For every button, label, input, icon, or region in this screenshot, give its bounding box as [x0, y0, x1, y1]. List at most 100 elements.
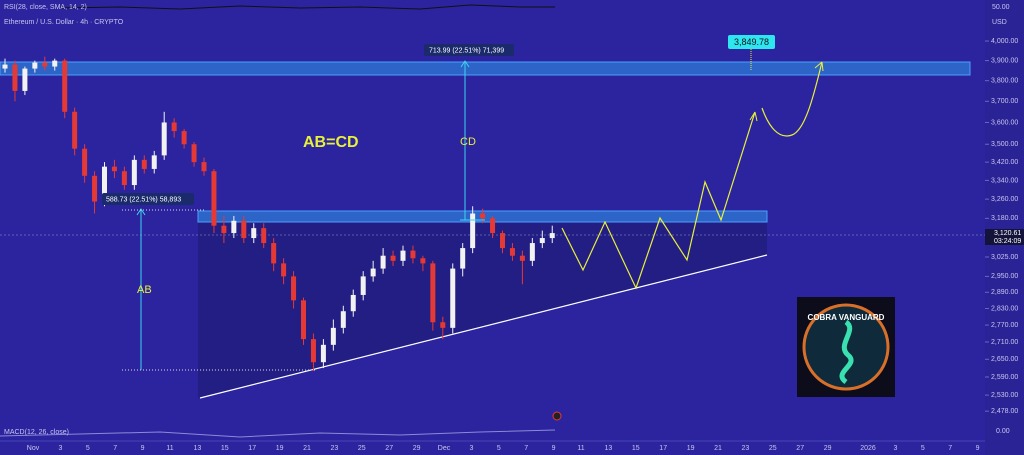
- candle-body: [400, 250, 406, 261]
- resistance-zone: [0, 61, 971, 76]
- y-tick-label: 4,000.00: [991, 38, 1018, 45]
- candle-body: [539, 238, 545, 244]
- x-tick-label: 25: [358, 445, 366, 452]
- x-tick-label: 29: [824, 445, 832, 452]
- x-tick-label: 15: [221, 445, 229, 452]
- candle-body: [470, 213, 476, 249]
- candle-body: [509, 248, 515, 256]
- candle-body: [480, 213, 486, 219]
- candle-body: [181, 131, 187, 145]
- arrow-head: [814, 61, 824, 72]
- candle-body: [519, 255, 525, 261]
- y-tick-label: 3,800.00: [991, 78, 1018, 85]
- candle-body: [320, 344, 326, 363]
- y-tick-label: 2,770.00: [991, 322, 1018, 329]
- last-price-box: [985, 229, 1024, 245]
- rsi-level: 50.00: [992, 4, 1010, 11]
- candle-body: [102, 166, 107, 202]
- y-tick-label: 3,340.00: [991, 177, 1018, 184]
- rsi-line: [59, 4, 555, 10]
- x-tick-label: 17: [248, 445, 256, 452]
- candle-body: [549, 233, 555, 239]
- candle-body: [410, 250, 416, 259]
- candle-body: [360, 276, 366, 295]
- x-tick-label: Nov: [27, 445, 40, 452]
- x-tick-label: 19: [276, 445, 284, 452]
- event-marker: [552, 411, 562, 421]
- y-tick-label: 2,530.00: [991, 392, 1018, 399]
- macd-label: MACD(12, 26, close): [4, 429, 69, 436]
- candle-body: [500, 233, 505, 249]
- candle-body: [42, 62, 48, 67]
- logo: COBRA VANGUARD: [797, 297, 895, 397]
- currency: USD: [992, 19, 1007, 26]
- candle-body: [370, 268, 376, 277]
- price-axis: [985, 0, 1024, 455]
- candle-body: [111, 166, 117, 172]
- candle-body: [171, 122, 177, 132]
- candle-body: [221, 225, 227, 234]
- ab-measure: 588.73 (22.51%) 58,893: [106, 196, 181, 203]
- candle-body: [22, 68, 28, 91]
- candle-body: [310, 339, 316, 363]
- cd-label: CD: [460, 136, 476, 148]
- candle-body: [72, 111, 78, 149]
- y-tick-label: 3,600.00: [991, 119, 1018, 126]
- x-tick-label: 7: [113, 445, 117, 452]
- arrow-head: [749, 111, 758, 122]
- y-tick-label: 3,500.00: [991, 141, 1018, 148]
- x-tick-label: 3: [893, 445, 897, 452]
- y-tick-label: 3,420.00: [991, 159, 1018, 166]
- x-tick-label: 15: [632, 445, 640, 452]
- x-tick-label: 25: [769, 445, 777, 452]
- y-tick-label: 3,900.00: [991, 57, 1018, 64]
- candle-body: [380, 255, 386, 269]
- candle-body: [440, 322, 446, 328]
- x-tick-label: 11: [166, 445, 173, 452]
- logo-text: COBRA VANGUARD: [808, 313, 885, 322]
- candle-body: [350, 294, 356, 312]
- y-tick-label: 3,180.00: [991, 215, 1018, 222]
- candle-body: [301, 300, 306, 340]
- x-tick-label: 13: [605, 445, 613, 452]
- target-box: [728, 35, 775, 49]
- y-tick-label: 3,025.00: [991, 254, 1018, 261]
- y-tick-label: 2,830.00: [991, 305, 1018, 312]
- symbol-label: Ethereum / U.S. Dollar · 4h · CRYPTO: [4, 19, 124, 26]
- x-tick-label: 19: [687, 445, 695, 452]
- candle-body: [211, 171, 217, 226]
- last-price: 3,120.61: [994, 230, 1021, 237]
- x-tick-label: 17: [659, 445, 667, 452]
- y-tick-label: 2,710.00: [991, 339, 1018, 346]
- candle-body: [241, 220, 247, 239]
- x-tick-label: 23: [742, 445, 750, 452]
- target-label: 3,849.78: [734, 37, 769, 47]
- ab-label: AB: [137, 284, 152, 296]
- triangle-zone: [198, 222, 767, 398]
- x-tick-label: 5: [86, 445, 90, 452]
- candle-body: [330, 327, 336, 345]
- x-tick-label: Dec: [438, 445, 451, 452]
- candle-body: [82, 148, 88, 176]
- candle-body: [32, 62, 38, 69]
- candle-body: [291, 276, 297, 301]
- candle-body: [52, 60, 58, 67]
- candle-body: [201, 162, 207, 172]
- candles: [2, 56, 555, 372]
- cd-measure: 713.99 (22.51%) 71,399: [429, 47, 504, 54]
- cd-measure-box: [424, 44, 514, 56]
- candle-body: [261, 228, 267, 244]
- ab-measure-box: [102, 193, 194, 205]
- y-tick-label: 2,478.00: [991, 408, 1018, 415]
- y-tick-label: 2,890.00: [991, 289, 1018, 296]
- arrow-head: [136, 208, 146, 216]
- candle-body: [161, 122, 167, 156]
- candle-body: [62, 60, 68, 112]
- x-tick-label: 13: [194, 445, 202, 452]
- x-tick-label: 9: [141, 445, 145, 452]
- pattern-label: AB=CD: [303, 134, 359, 151]
- candle-body: [420, 258, 426, 264]
- trendline: [199, 254, 768, 399]
